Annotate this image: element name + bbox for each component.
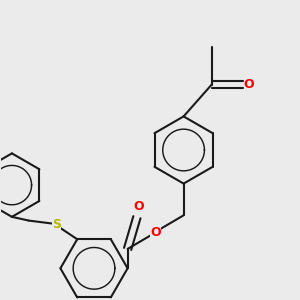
Text: O: O bbox=[244, 78, 254, 91]
Text: O: O bbox=[134, 200, 144, 213]
Text: O: O bbox=[150, 226, 161, 238]
Text: S: S bbox=[52, 218, 61, 231]
